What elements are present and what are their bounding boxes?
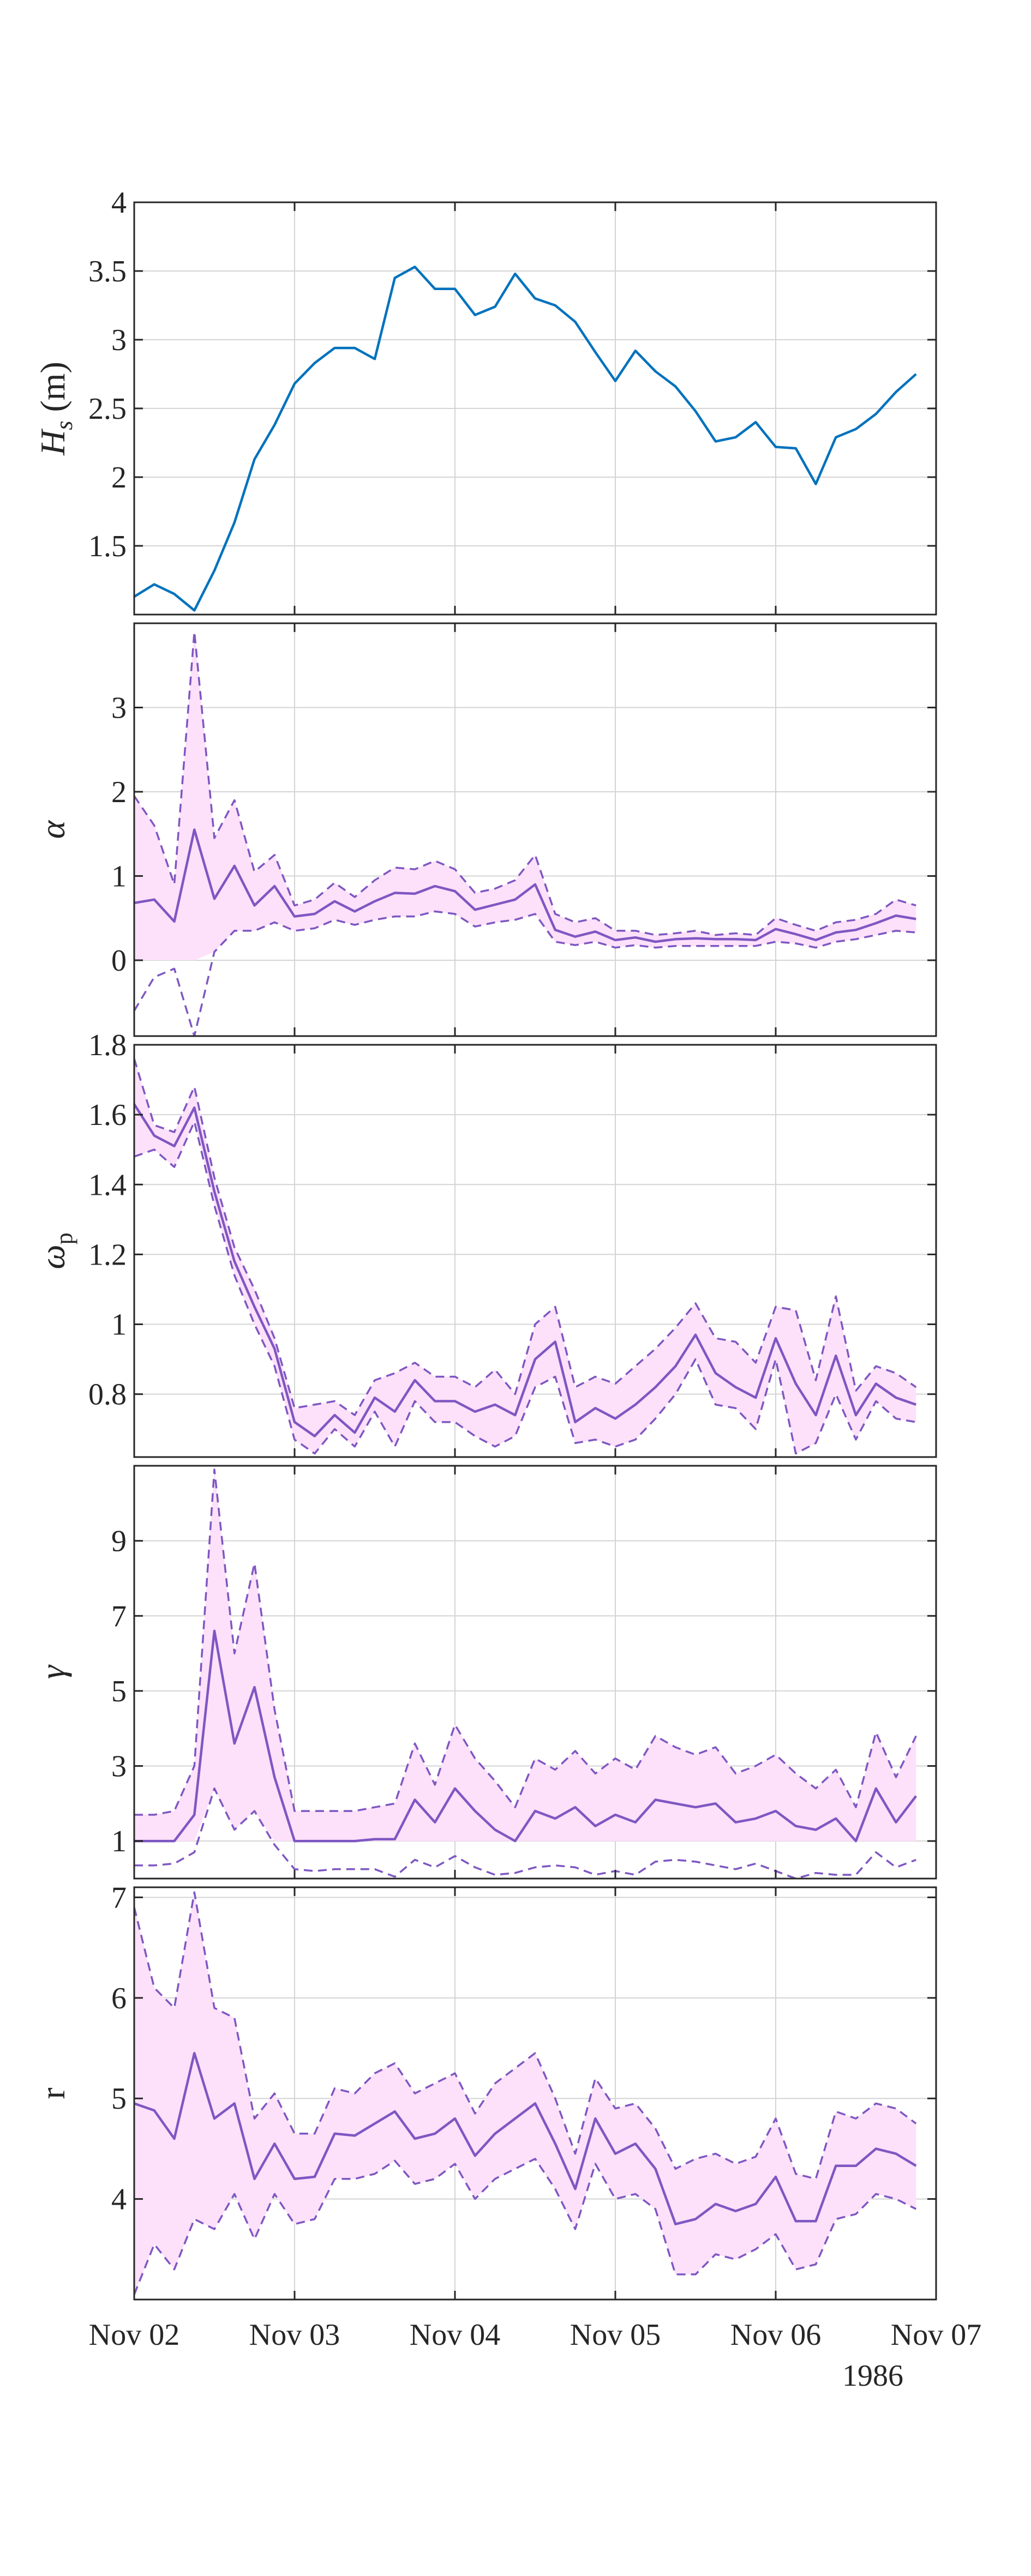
panel-hs: 1.5 2 2.5 3 3.5 4 Hs (m) xyxy=(33,186,937,616)
y-label-subscript: s xyxy=(51,421,77,430)
y-axis-label-hs: Hs (m) xyxy=(33,362,77,456)
x-axis-tick-labels: Nov 02 Nov 03 Nov 04 Nov 05 Nov 06 Nov 0… xyxy=(89,2318,981,2352)
upper-bound-line-gamma xyxy=(134,1468,917,1816)
axes-frame-alpha xyxy=(133,622,937,1037)
y-tick-label: 3 xyxy=(111,1750,127,1784)
y-tick-label: 1.6 xyxy=(88,1098,127,1132)
x-tick-label: Nov 03 xyxy=(249,2318,340,2352)
y-tick-label: 4 xyxy=(111,2183,127,2217)
y-axis-label-r: r xyxy=(33,2087,72,2099)
confidence-band-alpha xyxy=(134,631,916,960)
x-tick-label: Nov 07 xyxy=(891,2318,981,2352)
upper-bound-line-alpha xyxy=(134,630,916,936)
x-tick-label: Nov 04 xyxy=(410,2318,500,2352)
panel-alpha: 0 1 2 3 α xyxy=(33,622,937,1037)
y-axis-label-alpha: α xyxy=(33,820,72,839)
lower-bound-line-alpha xyxy=(134,910,916,1036)
axes-frame-omega xyxy=(133,1044,937,1458)
y-tick-label: 1 xyxy=(111,859,127,893)
upper-bound-line-omega xyxy=(134,1058,917,1416)
lower-bound-line-r xyxy=(134,2158,917,2295)
y-tick-label: 0.8 xyxy=(88,1378,127,1412)
y-tick-label: 1.2 xyxy=(88,1238,127,1272)
grid-hs xyxy=(134,202,937,615)
x-tick-label: Nov 06 xyxy=(730,2318,821,2352)
confidence-band-omega xyxy=(134,1058,916,1454)
y-label-main: ω xyxy=(33,1244,72,1269)
axes-frame-gamma xyxy=(133,1465,937,1880)
panel-gamma: 1 3 5 7 9 γ xyxy=(33,1465,937,1880)
estimate-line-omega xyxy=(134,1103,917,1437)
axes-frame-hs xyxy=(133,201,937,616)
y-tick-label: 1.4 xyxy=(88,1168,127,1202)
y-tick-label: 2.5 xyxy=(88,392,127,426)
y-tick-label: 7 xyxy=(111,1599,127,1633)
panel-r: 4 5 6 7 r xyxy=(33,1881,937,2301)
upper-bound-line-r xyxy=(134,1891,917,2180)
y-tick-label: 1.5 xyxy=(88,529,127,563)
estimate-line-r xyxy=(134,2051,917,2225)
y-tick-label: 6 xyxy=(111,1982,127,2015)
y-tick-label: 9 xyxy=(111,1525,127,1558)
plot-area-alpha xyxy=(134,630,916,1036)
lower-bound-line-omega xyxy=(134,1121,916,1455)
confidence-band-gamma xyxy=(134,1469,916,1841)
y-tick-label: 0 xyxy=(111,944,127,978)
y-axis-label-omega: ωp xyxy=(33,1232,77,1269)
y-label-subscript: p xyxy=(51,1232,77,1244)
y-tick-label: 3 xyxy=(111,323,127,357)
y-label-main: H xyxy=(33,428,72,456)
plot-area-gamma xyxy=(134,1468,918,1879)
panel-omega: 0.8 1 1.2 1.4 1.6 1.8 ωp xyxy=(33,1028,937,1458)
x-tick-label: Nov 02 xyxy=(89,2318,179,2352)
year-label: 1986 xyxy=(842,2359,903,2393)
y-tick-label: 3 xyxy=(111,691,127,725)
y-axis-label-gamma: γ xyxy=(33,1664,72,1679)
panels: 1.5 2 2.5 3 3.5 4 Hs (m) 0 1 2 3 α 0.8 1 1.2 1.4 1.6 1.8 ω… xyxy=(33,186,937,2301)
plot-area-r xyxy=(134,1891,917,2295)
y-tick-label: 4 xyxy=(111,186,127,220)
confidence-band-r xyxy=(134,1892,916,2295)
y-label-unit: (m) xyxy=(33,362,72,420)
series-line-hs xyxy=(134,266,917,612)
ticks-gamma xyxy=(133,1466,937,1879)
y-tick-label: 1 xyxy=(111,1308,127,1342)
plot-area-omega xyxy=(134,1058,917,1455)
axes-frame-r xyxy=(133,1886,937,2301)
y-tick-label: 2 xyxy=(111,461,127,495)
estimate-line-alpha xyxy=(134,828,916,943)
y-tick-label: 5 xyxy=(111,2082,127,2116)
y-tick-label: 1.8 xyxy=(88,1028,127,1062)
estimate-line-gamma xyxy=(134,1629,918,1843)
y-tick-label: 3.5 xyxy=(88,255,127,288)
y-tick-label: 2 xyxy=(111,775,127,809)
y-tick-label: 7 xyxy=(111,1881,127,1915)
x-tick-label: Nov 05 xyxy=(570,2318,661,2352)
y-tick-label: 1 xyxy=(111,1825,127,1858)
y-tick-label: 5 xyxy=(111,1675,127,1708)
plot-area-hs xyxy=(134,266,917,612)
